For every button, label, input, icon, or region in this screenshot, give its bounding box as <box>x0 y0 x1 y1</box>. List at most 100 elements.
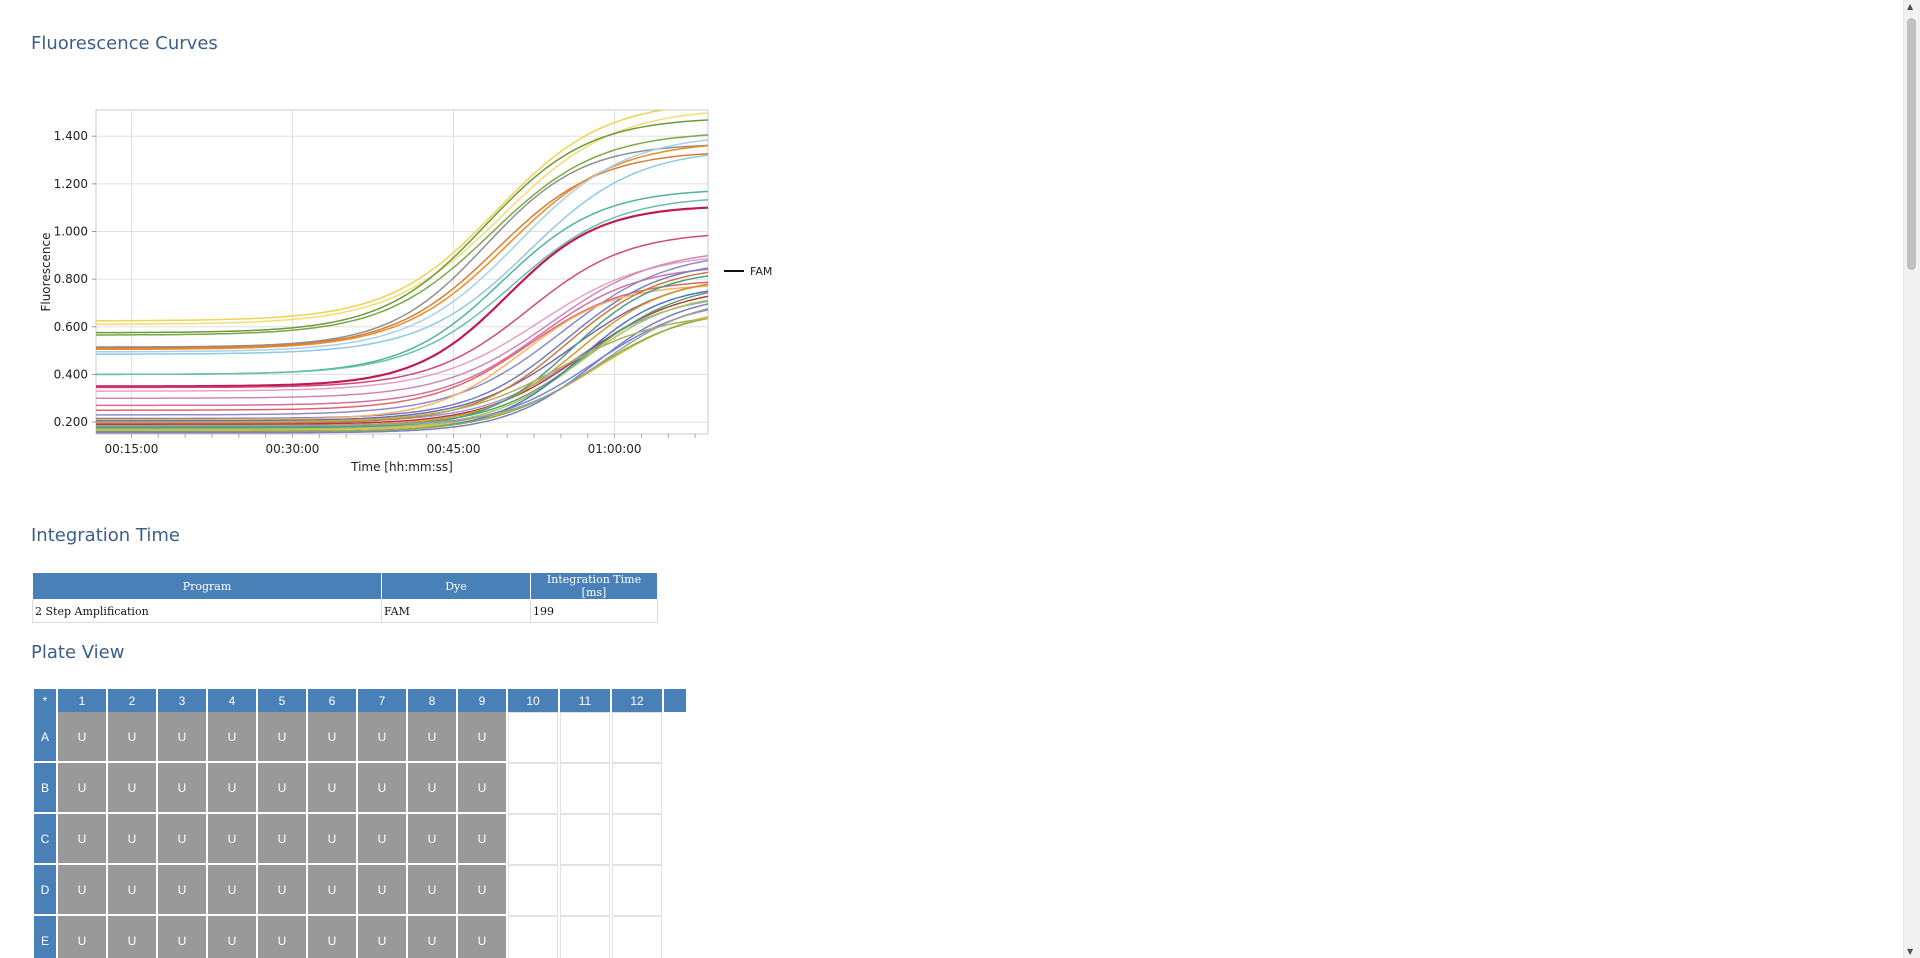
plate-well-E9[interactable]: U <box>458 916 506 958</box>
plate-well-E11[interactable] <box>560 916 610 958</box>
fluorescence-curve-35 <box>96 307 708 427</box>
plate-row-header-E[interactable]: E <box>34 916 56 958</box>
plate-well-D12[interactable] <box>612 865 662 916</box>
fluorescence-curve-20 <box>96 285 708 421</box>
plate-well-D9[interactable]: U <box>458 865 506 916</box>
plate-well-B2[interactable]: U <box>108 763 156 814</box>
integration-time-table: Program Dye Integration Time [ms] 2 Step… <box>32 572 658 623</box>
plate-well-C12[interactable] <box>612 814 662 865</box>
plate-row-header-D[interactable]: D <box>34 865 56 916</box>
fluorescence-curve-17 <box>96 281 708 411</box>
plate-well-C5[interactable]: U <box>258 814 306 865</box>
plate-well-B8[interactable]: U <box>408 763 456 814</box>
plate-well-C3[interactable]: U <box>158 814 206 865</box>
plate-column-header-7[interactable]: 7 <box>358 689 406 712</box>
plate-column-header-6[interactable]: 6 <box>308 689 356 712</box>
plate-well-A8[interactable]: U <box>408 712 456 763</box>
fluorescence-curve-21 <box>96 283 708 422</box>
integration-time-title: Integration Time <box>31 525 180 546</box>
plate-column-header-5[interactable]: 5 <box>258 689 306 712</box>
plate-well-C1[interactable]: U <box>58 814 106 865</box>
plate-well-D11[interactable] <box>560 865 610 916</box>
plate-well-E4[interactable]: U <box>208 916 256 958</box>
plate-well-E3[interactable]: U <box>158 916 206 958</box>
plate-column-header-3[interactable]: 3 <box>158 689 206 712</box>
fluorescence-curve-14 <box>96 257 708 392</box>
plate-well-B12[interactable] <box>612 763 662 814</box>
plate-well-E2[interactable]: U <box>108 916 156 958</box>
plate-column-header-11[interactable]: 11 <box>560 689 610 712</box>
integration-table-header-row: Program Dye Integration Time [ms] <box>32 572 658 600</box>
plate-well-E6[interactable]: U <box>308 916 356 958</box>
plate-well-B10[interactable] <box>508 763 558 814</box>
plate-well-B6[interactable]: U <box>308 763 356 814</box>
plate-well-E5[interactable]: U <box>258 916 306 958</box>
header-dye[interactable]: Dye <box>381 572 531 600</box>
x-tick-label: 00:30:00 <box>266 442 320 456</box>
plate-well-D6[interactable]: U <box>308 865 356 916</box>
plate-well-B5[interactable]: U <box>258 763 306 814</box>
plate-well-B7[interactable]: U <box>358 763 406 814</box>
plate-well-A5[interactable]: U <box>258 712 306 763</box>
plate-well-A11[interactable] <box>560 712 610 763</box>
plate-well-E8[interactable]: U <box>408 916 456 958</box>
plate-well-C4[interactable]: U <box>208 814 256 865</box>
plate-well-A1[interactable]: U <box>58 712 106 763</box>
plate-row-header-B[interactable]: B <box>34 763 56 814</box>
plate-well-C10[interactable] <box>508 814 558 865</box>
plate-well-A2[interactable]: U <box>108 712 156 763</box>
plate-row-header-A[interactable]: A <box>34 712 56 763</box>
plate-well-D2[interactable]: U <box>108 865 156 916</box>
plate-well-A10[interactable] <box>508 712 558 763</box>
plate-well-D10[interactable] <box>508 865 558 916</box>
plate-corner-cell[interactable]: * <box>34 689 56 712</box>
plate-well-A4[interactable]: U <box>208 712 256 763</box>
plate-well-E1[interactable]: U <box>58 916 106 958</box>
plate-well-D1[interactable]: U <box>58 865 106 916</box>
plate-column-header-1[interactable]: 1 <box>58 689 106 712</box>
plate-well-A7[interactable]: U <box>358 712 406 763</box>
plate-well-A3[interactable]: U <box>158 712 206 763</box>
plate-well-D3[interactable]: U <box>158 865 206 916</box>
vertical-scrollbar[interactable]: ▲ ▼ <box>1903 0 1920 958</box>
plate-well-A9[interactable]: U <box>458 712 506 763</box>
scroll-down-arrow-icon[interactable]: ▼ <box>1907 947 1914 956</box>
plate-column-header-2[interactable]: 2 <box>108 689 156 712</box>
plate-well-A12[interactable] <box>612 712 662 763</box>
plate-well-B9[interactable]: U <box>458 763 506 814</box>
plate-well-C2[interactable]: U <box>108 814 156 865</box>
plate-well-E10[interactable] <box>508 916 558 958</box>
plate-well-D7[interactable]: U <box>358 865 406 916</box>
plate-well-D4[interactable]: U <box>208 865 256 916</box>
plate-column-header-9[interactable]: 9 <box>458 689 506 712</box>
scrollbar-thumb[interactable] <box>1907 18 1916 270</box>
plate-well-D8[interactable]: U <box>408 865 456 916</box>
scroll-up-arrow-icon[interactable]: ▲ <box>1907 2 1914 11</box>
header-integration-time[interactable]: Integration Time [ms] <box>530 572 658 600</box>
plate-column-header-4[interactable]: 4 <box>208 689 256 712</box>
cell-dye: FAM <box>381 599 531 623</box>
plate-well-A6[interactable]: U <box>308 712 356 763</box>
y-tick-label: 0.600 <box>54 320 88 334</box>
plate-row-header-C[interactable]: C <box>34 814 56 865</box>
x-tick-label: 00:45:00 <box>427 442 481 456</box>
plate-column-header-8[interactable]: 8 <box>408 689 456 712</box>
plate-well-B3[interactable]: U <box>158 763 206 814</box>
plate-well-E12[interactable] <box>612 916 662 958</box>
plate-well-C6[interactable]: U <box>308 814 356 865</box>
header-program[interactable]: Program <box>32 572 382 600</box>
plate-well-B11[interactable] <box>560 763 610 814</box>
plate-well-C11[interactable] <box>560 814 610 865</box>
fluorescence-curve-1 <box>96 110 668 322</box>
plate-column-header-12[interactable]: 12 <box>612 689 662 712</box>
plate-well-E7[interactable]: U <box>358 916 406 958</box>
plate-well-C7[interactable]: U <box>358 814 406 865</box>
plate-well-C9[interactable]: U <box>458 814 506 865</box>
x-tick-label: 01:00:00 <box>588 442 642 456</box>
plate-well-B1[interactable]: U <box>58 763 106 814</box>
plate-well-D5[interactable]: U <box>258 865 306 916</box>
plate-column-header-10[interactable]: 10 <box>508 689 558 712</box>
plate-well-C8[interactable]: U <box>408 814 456 865</box>
plate-well-B4[interactable]: U <box>208 763 256 814</box>
